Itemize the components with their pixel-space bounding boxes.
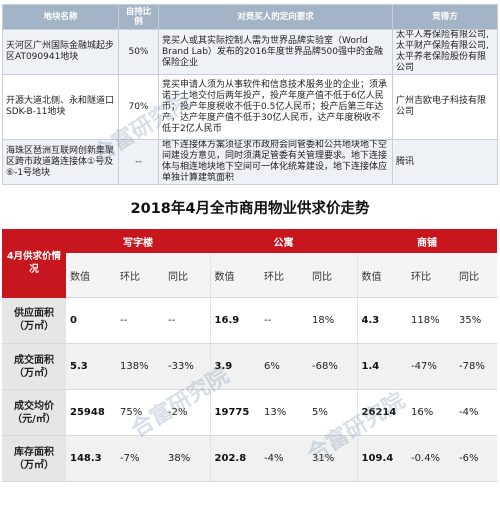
land-name: 开源大道北侧、永和隧道口SDK-B-11地块 bbox=[2, 74, 119, 140]
market-table: 4月供求价情况 写字楼 公寓 商铺 数值 环比 同比 数值 环比 同比 数值 环… bbox=[2, 229, 498, 482]
cell-value: 1.4 bbox=[356, 343, 408, 390]
cell-yoy: 18% bbox=[308, 297, 358, 344]
cell-yoy: -78% bbox=[455, 343, 498, 390]
cell-value: 0 bbox=[66, 297, 116, 344]
land-requirement: 竞买人或其实际控制人需为世界品牌实验室（World Brand Lab）发布的2… bbox=[158, 29, 393, 75]
land-winner: 广州吉欧电子科技有限公司 bbox=[392, 74, 498, 140]
cell-yoy: 5% bbox=[308, 389, 358, 436]
cell-value: 109.4 bbox=[356, 435, 408, 482]
land-header-winner: 竞得方 bbox=[392, 4, 498, 30]
cell-mom: -47% bbox=[407, 343, 456, 390]
market-group-header: 4月供求价情况 写字楼 公寓 商铺 bbox=[2, 229, 498, 298]
cell-yoy: -33% bbox=[164, 343, 211, 390]
land-header-requirement: 对竞买人的定向要求 bbox=[158, 4, 393, 30]
cell-mom: -4% bbox=[260, 435, 309, 482]
market-sub-header: 数值 环比 同比 数值 环比 同比 数值 环比 同比 bbox=[2, 253, 498, 298]
land-requirement: 竞买申请人须为从事软件和信息技术服务业的企业；须承诺于土地交付后两年投产，投产年… bbox=[158, 74, 393, 140]
cell-mom: 13% bbox=[260, 389, 309, 436]
cell-value: 26214 bbox=[356, 389, 408, 436]
row-label: 供应面积（万㎡） bbox=[2, 297, 66, 344]
cell-mom: 118% bbox=[407, 297, 456, 344]
land-table: 地块名称 自持比例 对竞买人的定向要求 竞得方 天河区广州国际金融城起步区AT0… bbox=[2, 4, 498, 185]
cell-yoy: -4% bbox=[455, 389, 498, 436]
cell-value: 16.9 bbox=[209, 297, 261, 344]
row-label: 库存面积（万㎡） bbox=[2, 435, 66, 482]
cell-yoy: -68% bbox=[308, 343, 358, 390]
row-label: 成交均价（元/㎡） bbox=[2, 389, 66, 436]
land-ratio: 70% bbox=[118, 74, 159, 140]
table-row: 供应面积（万㎡） 0 -- -- 16.9 -- 18% 4.3 118% 35… bbox=[2, 297, 498, 344]
cell-mom: -7% bbox=[116, 435, 164, 482]
cell-mom: -0.4% bbox=[407, 435, 456, 482]
table-row: 成交面积（万㎡） 5.3 138% -33% 3.9 6% -68% 1.4 -… bbox=[2, 343, 498, 390]
cell-yoy: -2% bbox=[164, 389, 211, 436]
cell-value: 5.3 bbox=[66, 343, 116, 390]
cell-mom: -- bbox=[116, 297, 164, 344]
cell-yoy: 31% bbox=[308, 435, 358, 482]
sub-value: 数值 bbox=[209, 253, 261, 298]
cell-value: 19775 bbox=[209, 389, 261, 436]
table-row: 库存面积（万㎡） 148.3 -7% 38% 202.8 -4% 31% 109… bbox=[2, 435, 498, 482]
land-table-header: 地块名称 自持比例 对竞买人的定向要求 竞得方 bbox=[2, 4, 498, 30]
land-ratio: 50% bbox=[118, 29, 159, 75]
cell-value: 3.9 bbox=[209, 343, 261, 390]
row-label: 成交面积（万㎡） bbox=[2, 343, 66, 390]
land-header-name: 地块名称 bbox=[2, 4, 119, 30]
cell-mom: -- bbox=[260, 297, 309, 344]
group-shop: 商铺 bbox=[357, 229, 498, 253]
group-apartment: 公寓 bbox=[210, 229, 358, 253]
sub-value: 数值 bbox=[66, 253, 116, 298]
cell-yoy: -- bbox=[164, 297, 211, 344]
cell-value: 25948 bbox=[66, 389, 116, 436]
market-corner-label: 4月供求价情况 bbox=[2, 229, 66, 298]
table-row: 成交均价（元/㎡） 25948 75% -2% 19775 13% 5% 262… bbox=[2, 389, 498, 436]
cell-value: 4.3 bbox=[356, 297, 408, 344]
table-row: 海珠区琶洲互联网创新集聚区跨市政道路连接体①号及⑥-1号地块 -- 地下连接体方… bbox=[2, 139, 498, 185]
cell-mom: 6% bbox=[260, 343, 309, 390]
cell-value: 148.3 bbox=[66, 435, 116, 482]
sub-mom: 环比 bbox=[260, 253, 309, 298]
sub-mom: 环比 bbox=[116, 253, 164, 298]
land-winner: 太平人寿保险有限公司,太平财产保险有限公司,太平养老保险股份有限公司 bbox=[392, 29, 498, 75]
cell-yoy: -6% bbox=[455, 435, 498, 482]
cell-mom: 75% bbox=[116, 389, 164, 436]
cell-yoy: 35% bbox=[455, 297, 498, 344]
land-requirement: 地下连接体方案须征求市政府会同管委和公共地块地下空间建设方意见，同时须满足管委有… bbox=[158, 139, 393, 185]
cell-mom: 16% bbox=[407, 389, 456, 436]
sub-yoy: 同比 bbox=[455, 253, 498, 298]
cell-mom: 138% bbox=[116, 343, 164, 390]
land-name: 天河区广州国际金融城起步区AT090941地块 bbox=[2, 29, 119, 75]
cell-yoy: 38% bbox=[164, 435, 211, 482]
sub-yoy: 同比 bbox=[308, 253, 358, 298]
sub-yoy: 同比 bbox=[164, 253, 211, 298]
land-winner: 腾讯 bbox=[392, 139, 498, 185]
group-office: 写字楼 bbox=[66, 229, 211, 253]
land-header-ratio: 自持比例 bbox=[118, 4, 159, 30]
land-name: 海珠区琶洲互联网创新集聚区跨市政道路连接体①号及⑥-1号地块 bbox=[2, 139, 119, 185]
table-row: 开源大道北侧、永和隧道口SDK-B-11地块 70% 竞买申请人须为从事软件和信… bbox=[2, 74, 498, 140]
report-title: 2018年4月全市商用物业供求价走势 bbox=[130, 201, 370, 217]
sub-value: 数值 bbox=[356, 253, 408, 298]
cell-value: 202.8 bbox=[209, 435, 261, 482]
land-ratio: -- bbox=[118, 139, 159, 185]
table-row: 天河区广州国际金融城起步区AT090941地块 50% 竞买人或其实际控制人需为… bbox=[2, 29, 498, 75]
sub-mom: 环比 bbox=[407, 253, 456, 298]
